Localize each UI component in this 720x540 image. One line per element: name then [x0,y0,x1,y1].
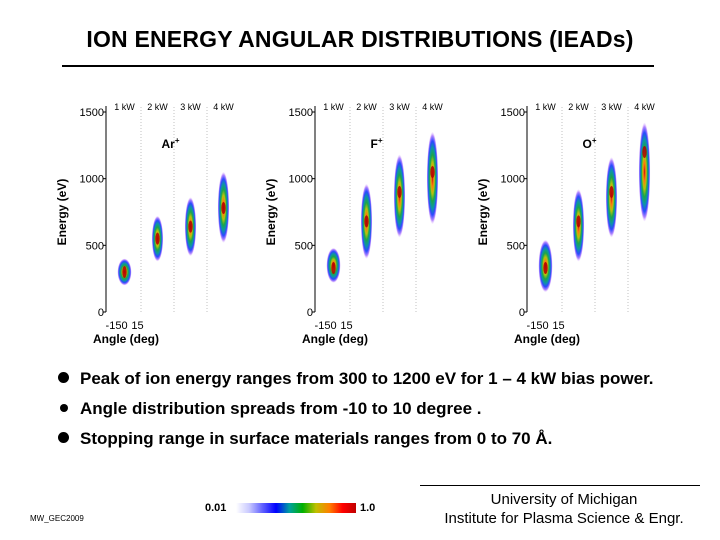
iead-panel: 4 kW [415,102,443,312]
x-tick-label: 0 [121,320,127,332]
panel-power-label: 2 kW [147,102,168,112]
x-tick-label: 15 [340,320,352,332]
y-tick-label: 1000 [80,174,104,186]
x-tick-label: 0 [330,320,336,332]
title-divider [62,65,654,67]
bullet-text: Peak of ion energy ranges from 300 to 12… [80,369,654,388]
iead-peak [576,215,581,228]
panel-power-label: 3 kW [389,102,410,112]
iead-distribution [638,122,651,222]
panel-power-label: 1 kW [114,102,135,112]
species-label: Ar+ [162,136,180,151]
iead-panel: 2 kW [140,102,168,312]
iead-panel: 4 kW [206,102,234,312]
iead-peak [543,262,548,274]
iead-panel: 2 kW [561,102,589,312]
y-tick-label: 0 [307,307,313,319]
iead-panel: 1 kW [323,102,344,283]
species-label: O+ [583,136,597,151]
footer-code: MW_GEC2009 [30,514,84,523]
iead-panel: 1 kW [535,102,556,292]
x-tick-label: -15 [315,320,331,332]
y-tick-label: 1000 [501,174,525,186]
species-label: F+ [371,136,383,151]
colorbar-max-label: 1.0 [360,502,376,514]
y-tick-label: 500 [86,240,104,252]
panel-power-label: 3 kW [180,102,201,112]
panel-power-label: 2 kW [356,102,377,112]
colorbar [236,503,356,513]
iead-peak [155,232,160,245]
bullet-dot [60,404,68,412]
panel-power-label: 2 kW [568,102,589,112]
iead-peak [609,186,614,198]
iead-panel: 3 kW [382,102,410,312]
iead-chart-2: 0 500 1000 1500 Energy (eV) 1 kW 2 kW 3 kW 4 kW F… [264,102,443,346]
affiliation-line-2: Institute for Plasma Science & Engr. [444,510,684,527]
y-tick-label: 1500 [80,107,104,119]
bullet-text: Stopping range in surface materials rang… [80,429,553,448]
iead-peak [122,266,127,278]
bullet-text: Angle distribution spreads from -10 to 1… [80,399,482,418]
x-axis-title: Angle (deg) [93,332,159,346]
x-tick-label: 15 [552,320,564,332]
bullet-item: Stopping range in surface materials rang… [58,428,698,449]
iead-panel: 1 kW [114,102,135,286]
iead-panel: 2 kW [349,102,377,312]
y-axis-title: Energy (eV) [55,179,69,246]
x-axis-title: Angle (deg) [514,332,580,346]
panel-power-label: 1 kW [535,102,556,112]
panel-power-label: 4 kW [634,102,655,112]
panel-power-label: 1 kW [323,102,344,112]
iead-peak [331,262,336,274]
bullet-item: Angle distribution spreads from -10 to 1… [58,398,698,419]
iead-peak [364,215,369,228]
bullet-item: Peak of ion energy ranges from 300 to 12… [58,368,698,389]
x-tick-label: -15 [106,320,122,332]
y-tick-label: 500 [295,240,313,252]
iead-chart-1: 0 500 1000 1500 Energy (eV) 1 kW 2 kW 3 kW 4 kW A… [55,102,234,346]
affiliation: University of Michigan Institute for Pla… [418,490,710,528]
x-tick-label: -15 [527,320,543,332]
x-axis-title: Angle (deg) [302,332,368,346]
bullet-list: Peak of ion energy ranges from 300 to 12… [58,368,698,458]
x-tick-label: 0 [542,320,548,332]
footer-divider [420,485,700,486]
colorbar-min-label: 0.01 [205,502,227,514]
slide-title: ION ENERGY ANGULAR DISTRIBUTIONS (IEADs) [86,26,634,52]
y-tick-label: 500 [507,240,525,252]
iead-peak [642,146,647,158]
iead-peak [221,202,226,214]
iead-peak [397,186,402,198]
iead-panel: 4 kW [627,102,655,312]
y-tick-label: 1500 [289,107,313,119]
panel-power-label: 3 kW [601,102,622,112]
affiliation-line-1: University of Michigan [490,491,638,508]
iead-peak [430,166,435,178]
y-tick-label: 0 [519,307,525,319]
y-axis-title: Energy (eV) [476,179,490,246]
y-tick-label: 1000 [289,174,313,186]
panel-power-label: 4 kW [213,102,234,112]
panel-power-label: 4 kW [422,102,443,112]
iead-panel: 3 kW [594,102,622,312]
iead-chart-3: 0 500 1000 1500 Energy (eV) 1 kW 2 kW 3 kW 4 kW O… [476,102,655,346]
y-axis-title: Energy (eV) [264,179,278,246]
y-tick-label: 0 [98,307,104,319]
x-tick-label: 15 [131,320,143,332]
bullet-dot [58,372,69,383]
bullet-dot [58,432,69,443]
y-tick-label: 1500 [501,107,525,119]
iead-panel: 3 kW [173,102,201,312]
iead-peak [188,220,193,233]
